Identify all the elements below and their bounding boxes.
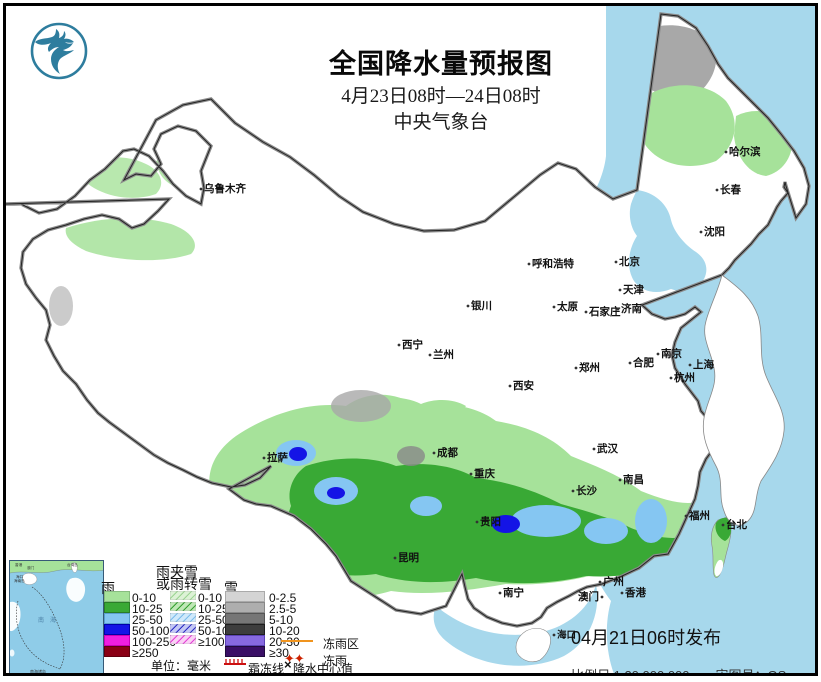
svg-text:太原: 太原 [556,300,578,313]
svg-text:拉萨: 拉萨 [267,451,288,464]
svg-text:济南: 济南 [621,302,642,315]
svg-text:贵阳: 贵阳 [480,515,501,528]
svg-text:重庆: 重庆 [474,467,495,480]
svg-text:兰州: 兰州 [433,348,454,361]
svg-text:南昌: 南昌 [623,473,644,486]
svg-text:澳门: 澳门 [578,590,599,603]
svg-text:西安: 西安 [513,379,534,392]
svg-text:南宁: 南宁 [503,586,524,599]
svg-text:西宁: 西宁 [402,338,423,351]
svg-text:武汉: 武汉 [597,442,618,455]
svg-text:广州: 广州 [603,575,624,588]
svg-text:北京: 北京 [619,255,640,268]
svg-text:台北: 台北 [726,518,747,531]
svg-text:天津: 天津 [623,283,644,296]
svg-text:杭州: 杭州 [674,371,695,384]
svg-text:长沙: 长沙 [576,484,597,497]
svg-text:南京: 南京 [661,347,682,360]
svg-text:乌鲁木齐: 乌鲁木齐 [204,182,246,195]
svg-text:长春: 长春 [720,183,741,196]
svg-text:哈尔滨: 哈尔滨 [729,145,761,158]
svg-text:合肥: 合肥 [632,356,654,369]
svg-text:郑州: 郑州 [579,361,600,374]
svg-text:福州: 福州 [688,509,710,522]
svg-text:银川: 银川 [471,299,492,312]
svg-text:沈阳: 沈阳 [704,225,725,238]
svg-text:呼和浩特: 呼和浩特 [532,257,574,270]
svg-text:上海: 上海 [693,358,714,371]
svg-text:石家庄: 石家庄 [588,305,621,318]
svg-text:成都: 成都 [437,446,458,459]
svg-text:香港: 香港 [624,586,646,599]
